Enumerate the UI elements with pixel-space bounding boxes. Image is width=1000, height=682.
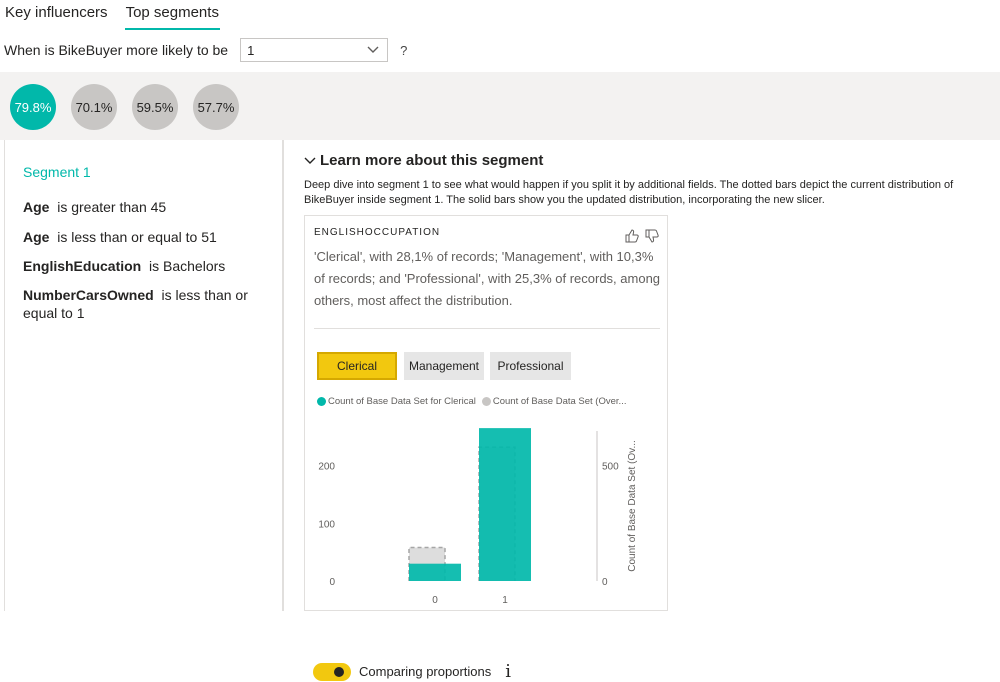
x-tick-label: 1 [502, 595, 508, 606]
help-icon[interactable]: ? [400, 42, 408, 58]
legend-label: Count of Base Data Set (Over... [492, 396, 627, 407]
tab-top-segments[interactable]: Top segments [124, 2, 220, 30]
filter-button-professional[interactable]: Professional [490, 352, 571, 380]
toggle-knob [334, 666, 344, 677]
y-right-axis-title: Count of Base Data Set (Ov... [627, 440, 638, 572]
chart-legend: Count of Base Data Set for Clerical Coun… [317, 396, 626, 407]
learn-more-panel: Learn more about this segment Deep dive … [286, 140, 1000, 682]
segment-condition: Age is greater than 45 [23, 198, 253, 216]
segment-title: Segment 1 [23, 164, 91, 180]
y-left-tick-label: 0 [329, 577, 335, 588]
segment-bubble-1[interactable]: 79.8% [10, 84, 56, 130]
learn-more-heading: Learn more about this segment [320, 152, 544, 169]
condition-field: Age [23, 229, 50, 245]
filter-button-clerical[interactable]: Clerical [317, 352, 397, 380]
legend-label: Count of Base Data Set for Clerical [328, 396, 476, 407]
segment-condition: EnglishEducation is Bachelors [23, 257, 253, 275]
insight-card: ENGLISHOCCUPATION 'Clerical', with 28,1%… [304, 215, 668, 682]
chevron-down-icon [304, 157, 316, 164]
segment-bubble-4[interactable]: 57.7% [193, 84, 239, 130]
condition-field: Age [23, 199, 50, 215]
comparing-proportions-toggle[interactable] [313, 662, 351, 681]
condition-rule: is greater than 45 [57, 199, 167, 215]
segment-bubble-band: 79.8% 70.1% 59.5% 57.7% [0, 72, 1000, 140]
legend-dot [317, 397, 326, 406]
condition-rule: is less than or equal to 1 [23, 287, 248, 321]
divider [314, 328, 660, 329]
y-right-tick-label: 500 [602, 462, 619, 473]
condition-field: NumberCarsOwned [23, 287, 154, 303]
legend-item: Count of Base Data Set (Over... [481, 396, 627, 407]
dropdown-selected-value: 1 [247, 42, 255, 58]
tab-bar: Key influencers Top segments [4, 2, 220, 30]
condition-field: EnglishEducation [23, 258, 142, 274]
target-value-dropdown[interactable]: 1 [240, 38, 389, 62]
chevron-down-icon [367, 46, 379, 53]
learn-more-toggle[interactable]: Learn more about this segment [304, 152, 543, 169]
legend-dot [481, 397, 491, 406]
segment-condition: Age is less than or equal to 51 [23, 228, 253, 246]
y-right-tick-label: 0 [602, 577, 608, 588]
feedback-group [625, 229, 659, 243]
filter-button-management[interactable]: Management [404, 352, 484, 380]
segment-details-panel: Segment 1 Age is greater than 45 Age is … [4, 140, 284, 611]
legend-item: Count of Base Data Set for Clerical [317, 396, 476, 407]
y-left-tick-label: 200 [318, 462, 335, 473]
segment-bubble-3[interactable]: 59.5% [132, 84, 178, 130]
segment-condition: NumberCarsOwned is less than or equal to… [23, 286, 253, 322]
question-label: When is BikeBuyer more likely to be [4, 42, 229, 58]
y-left-tick-label: 100 [318, 519, 335, 530]
learn-more-description: Deep dive into segment 1 to see what wou… [304, 179, 954, 206]
toggle-label: Comparing proportions [359, 664, 492, 679]
distribution-chart: 0 100 200 0 500 0 1 Count of Base Data Set (Ov.… [318, 428, 638, 606]
condition-rule: is Bachelors [149, 258, 226, 274]
card-title: ENGLISHOCCUPATION [314, 227, 441, 238]
condition-rule: is less than or equal to 51 [57, 229, 217, 245]
thumbs-down-icon[interactable] [645, 229, 659, 243]
tab-key-influencers[interactable]: Key influencers [5, 4, 108, 21]
bar-clerical [479, 428, 531, 581]
segment-bubble-2[interactable]: 70.1% [71, 84, 117, 130]
bar-clerical [409, 563, 461, 581]
info-icon[interactable]: i [505, 661, 511, 682]
x-tick-label: 0 [432, 595, 438, 606]
question-row: When is BikeBuyer more likely to be 1 ? [4, 38, 407, 62]
card-insight-text: 'Clerical', with 28,1% of records; 'Mana… [314, 249, 661, 308]
comparing-proportions-row: Comparing proportions i [313, 661, 511, 682]
thumbs-up-icon[interactable] [625, 229, 639, 243]
